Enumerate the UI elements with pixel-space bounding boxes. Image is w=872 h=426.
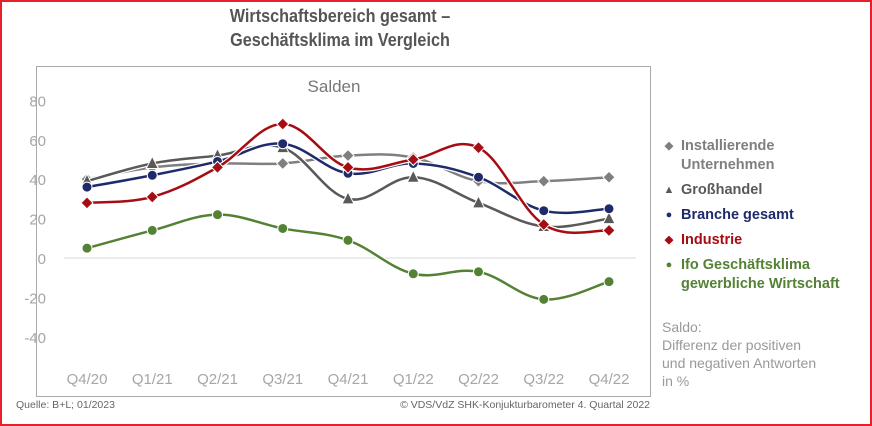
- data-point: [471, 140, 486, 155]
- data-point: [603, 203, 615, 215]
- data-point: [603, 276, 615, 288]
- saldo-note: Saldo: Differenz der positiven und negativ…: [662, 318, 862, 390]
- source-label: Quelle: B+L; 01/2023: [16, 399, 115, 411]
- data-point: [80, 196, 94, 210]
- x-axis: Q4/20 Q1/21 Q2/21 Q3/21 Q4/21 Q1/22 Q2/22 Q3/22…: [67, 371, 630, 388]
- data-point: [146, 224, 158, 236]
- data-point: [81, 242, 93, 254]
- x-tick-label: Q3/22: [523, 371, 564, 388]
- legend-item: ● Ifo Geschäftsklima gewerbliche Wirtschaf…: [662, 256, 862, 294]
- title-line-2: Geschäftsklima im Vergleich: [230, 30, 450, 50]
- data-point: [341, 190, 355, 205]
- circle-marker-icon: ●: [665, 259, 673, 271]
- plot-area: [36, 66, 651, 397]
- legend-item: ● Branche gesamt: [662, 206, 862, 225]
- legend-label: Großhandel: [681, 182, 763, 198]
- data-point: [81, 181, 93, 193]
- legend-label: Branche gesamt: [681, 207, 794, 223]
- data-point: [146, 169, 158, 181]
- legend-item: ▲ Großhandel: [662, 181, 862, 200]
- x-tick-label: Q2/22: [458, 371, 499, 388]
- y-tick-label: -20: [24, 290, 46, 307]
- data-point: [471, 194, 486, 209]
- diamond-marker-icon: ◆: [664, 140, 674, 152]
- chart-title: Wirtschaftsbereich gesamt – Geschäftskli…: [196, 4, 484, 52]
- triangle-marker-icon: ▲: [663, 184, 675, 196]
- data-point: [341, 148, 355, 163]
- note-line: in %: [662, 373, 690, 389]
- data-point: [407, 268, 419, 280]
- legend-label: Ifo Geschäftsklima gewerbliche Wirtschaft: [681, 257, 840, 292]
- circle-marker-icon: ●: [665, 209, 673, 221]
- data-point: [276, 156, 290, 171]
- data-point: [538, 293, 550, 305]
- data-point: [212, 209, 223, 221]
- chart-subtitle: Salden: [308, 77, 361, 96]
- x-tick-label: Q1/22: [393, 371, 434, 388]
- x-tick-label: Q1/21: [132, 371, 173, 388]
- data-point: [342, 234, 354, 246]
- series-industrie: [80, 117, 616, 238]
- data-point: [473, 171, 484, 183]
- data-point: [277, 222, 289, 234]
- y-tick-label: 60: [29, 133, 46, 150]
- data-point: [406, 169, 421, 183]
- data-point: [277, 138, 289, 150]
- y-tick-label: 80: [29, 93, 46, 110]
- x-tick-label: Q4/22: [589, 371, 630, 388]
- data-point: [537, 174, 551, 188]
- x-tick-label: Q3/21: [262, 371, 303, 388]
- series-ifo-gesch-ftsklima-gewerbliche-wirtschaft: [81, 209, 615, 305]
- series-line: [86, 213, 610, 301]
- data-point: [276, 117, 290, 131]
- data-point: [145, 190, 159, 204]
- data-point: [538, 205, 550, 217]
- data-point: [602, 223, 616, 238]
- title-line-1: Wirtschaftsbereich gesamt –: [229, 6, 451, 26]
- legend: ◆ Installierende Unternehmen ▲ Großhandel ● Br…: [662, 137, 862, 300]
- y-tick-label: 20: [29, 212, 46, 229]
- data-point: [145, 155, 160, 169]
- series-layer: [80, 117, 616, 305]
- legend-label: Industrie: [681, 232, 743, 248]
- legend-item: ◆ Industrie: [662, 231, 862, 250]
- y-tick-label: 0: [38, 251, 46, 268]
- data-point: [341, 160, 355, 175]
- copyright-label: © VDS/VdZ SHK-Konjukturbarometer 4. Quar…: [400, 399, 650, 411]
- x-tick-label: Q4/20: [67, 371, 108, 388]
- x-tick-label: Q4/21: [328, 371, 369, 388]
- note-line: Saldo:: [662, 319, 702, 335]
- y-axis: 80 60 40 20 0 -20 -40: [24, 93, 46, 346]
- legend-item: ◆ Installierende Unternehmen: [662, 137, 862, 175]
- data-point: [602, 210, 616, 225]
- x-tick-label: Q2/21: [197, 371, 238, 388]
- data-point: [473, 266, 484, 278]
- y-tick-label: 40: [29, 172, 46, 189]
- note-line: Differenz der positiven: [662, 337, 802, 353]
- legend-label: Installierende Unternehmen: [681, 138, 775, 173]
- diamond-marker-icon: ◆: [664, 234, 674, 246]
- y-tick-label: -40: [24, 330, 46, 347]
- note-line: und negativen Antworten: [662, 355, 817, 371]
- data-point: [537, 217, 551, 232]
- data-point: [406, 152, 420, 167]
- data-point: [602, 170, 616, 184]
- data-point: [210, 160, 225, 175]
